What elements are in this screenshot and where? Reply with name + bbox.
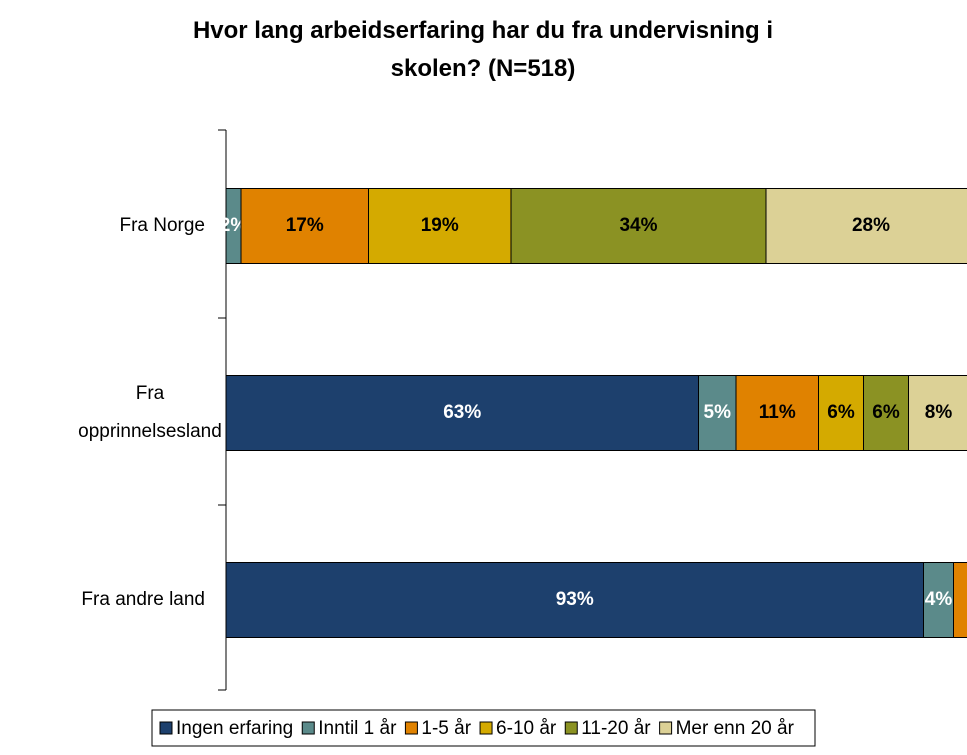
bar-segment (368, 188, 512, 264)
legend-label: Mer enn 20 år (676, 718, 795, 739)
data-label: 8% (925, 402, 953, 423)
data-label: 28% (852, 215, 890, 236)
data-label: 17% (286, 215, 324, 236)
data-label: 4% (925, 589, 953, 610)
legend-label: Ingen erfaring (176, 718, 293, 739)
bar-segment (818, 375, 864, 451)
legend-label: 6-10 år (496, 718, 557, 739)
bar-segment (953, 562, 967, 638)
legend-swatch (159, 721, 173, 735)
bar-segment (908, 375, 967, 451)
bar-segment (510, 188, 767, 264)
bar-segment (225, 375, 699, 451)
bar-segment (735, 375, 819, 451)
legend-swatch (564, 721, 578, 735)
y-tick-label: Fra Norge (119, 215, 205, 236)
bar-segment (240, 188, 369, 264)
legend-box (151, 709, 816, 747)
bar-segment (765, 188, 967, 264)
bar-segment (923, 562, 954, 638)
legend-swatch (659, 721, 673, 735)
data-label: 93% (556, 589, 594, 610)
bar-segment (698, 375, 737, 451)
legend-swatch (301, 721, 315, 735)
legend-swatch (404, 721, 418, 735)
data-label: 6% (872, 402, 900, 423)
y-tick-label: Fra andre land (81, 589, 205, 610)
bar-segment (225, 562, 924, 638)
y-tick-label: Fra opprinnelsesland (78, 383, 222, 442)
data-label: 19% (421, 215, 459, 236)
legend-label: Inntil 1 år (318, 718, 397, 739)
data-label: 11% (759, 402, 796, 423)
data-label: 2% (220, 215, 248, 236)
chart-title: Hvor lang arbeidserfaring har du fra und… (193, 17, 773, 82)
data-label: 63% (443, 402, 481, 423)
data-label: 34% (619, 215, 657, 236)
data-label: 6% (827, 402, 855, 423)
legend-swatch (479, 721, 493, 735)
legend-label: 1-5 år (421, 718, 471, 739)
bar-segment (863, 375, 909, 451)
data-label: 5% (704, 402, 732, 423)
legend-label: 11-20 år (581, 718, 651, 739)
